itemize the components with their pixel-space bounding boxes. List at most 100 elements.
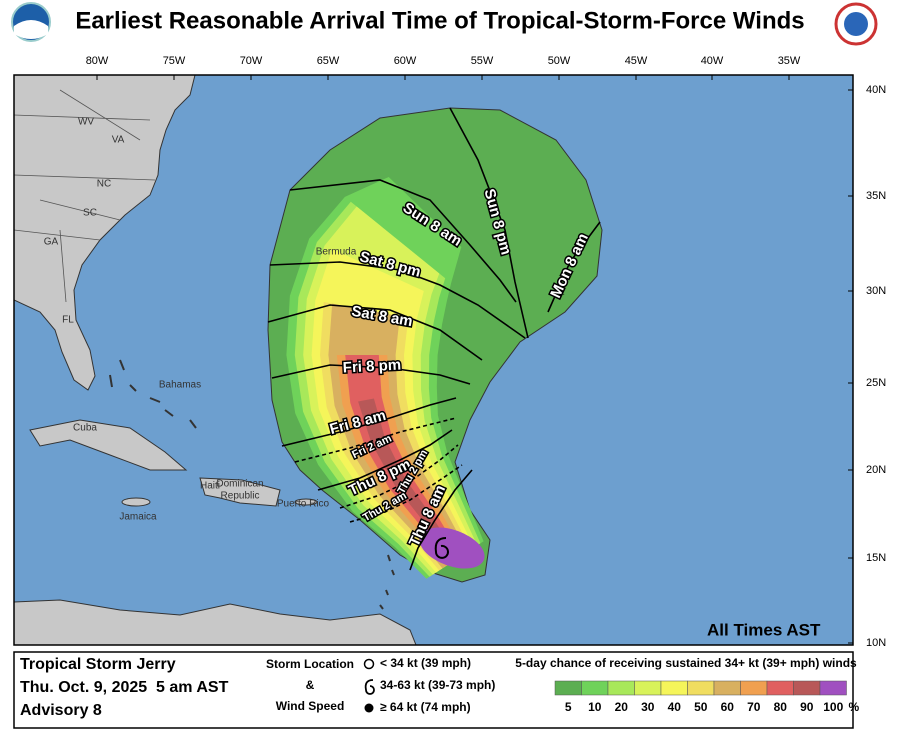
colorbar-swatch xyxy=(713,680,741,696)
jamaica xyxy=(121,497,151,507)
colorbar-swatch xyxy=(607,680,635,696)
place-label: Bermuda xyxy=(316,247,357,258)
hispaniola xyxy=(199,477,281,507)
swath-band xyxy=(358,398,459,563)
arrival-time-line xyxy=(271,364,471,385)
arrival-time-line xyxy=(349,464,463,523)
arrival-time-line xyxy=(294,417,457,463)
colorbar-label: 70 xyxy=(747,700,761,714)
place-label: Republic xyxy=(221,491,260,502)
colorbar-label: 60 xyxy=(721,700,735,714)
bahamas-islands xyxy=(109,359,197,429)
longitude-label: 50W xyxy=(548,55,571,67)
arrival-time-line xyxy=(289,179,517,303)
advisory: Advisory 8 xyxy=(20,702,102,719)
colorbar-swatch xyxy=(581,680,609,696)
longitude-label: 75W xyxy=(163,55,186,67)
arrival-time-line xyxy=(269,261,526,339)
symbol-label: ≥ 64 kt (74 mph) xyxy=(380,700,471,714)
place-label: VA xyxy=(112,135,125,146)
arrival-time-line xyxy=(409,469,473,571)
us-coast xyxy=(14,75,196,391)
arrival-time-line xyxy=(317,429,453,491)
place-label: NC xyxy=(97,179,111,190)
place-label: SC xyxy=(83,208,97,219)
arrival-time-line xyxy=(267,304,483,361)
symbol-label: 34-63 kt (39-73 mph) xyxy=(380,678,495,692)
longitude-label: 55W xyxy=(471,55,494,67)
colorbar-swatch xyxy=(819,680,847,696)
place-label: WV xyxy=(78,117,94,128)
longitude-label: 60W xyxy=(394,55,417,67)
map-border xyxy=(13,74,854,646)
place-label: FL xyxy=(62,315,74,326)
colorbar-label: 100 xyxy=(823,700,843,714)
latitude-label: 35N xyxy=(866,190,886,202)
colorbar-label: 80 xyxy=(774,700,788,714)
colorbar-swatch xyxy=(740,680,768,696)
colorbar-swatch xyxy=(554,680,582,696)
arrival-time-label: Fri 8 pm xyxy=(342,356,401,376)
symbol-label: < 34 kt (39 mph) xyxy=(380,656,471,670)
place-label: Jamaica xyxy=(119,512,157,523)
colorbar-label: 50 xyxy=(694,700,708,714)
time-note: All Times AST xyxy=(707,620,821,639)
colorbar-title: 5-day chance of receiving sustained 34+ … xyxy=(515,656,857,670)
longitude-label: 65W xyxy=(317,55,340,67)
colorbar-swatch xyxy=(793,680,821,696)
arrival-time-line xyxy=(339,444,459,509)
latitude-label: 10N xyxy=(866,637,886,649)
arrival-time-line xyxy=(281,397,457,447)
state-borders xyxy=(14,89,156,303)
colorbar-swatch xyxy=(660,680,688,696)
colorbar-label: 20 xyxy=(615,700,629,714)
place-label: Puerto Rico xyxy=(277,499,330,510)
colorbar-swatch xyxy=(634,680,662,696)
longitude-label: 40W xyxy=(701,55,724,67)
latitude-label: 20N xyxy=(866,464,886,476)
latitude-label: 25N xyxy=(866,377,886,389)
place-label: Cuba xyxy=(73,423,97,434)
colorbar-label: 40 xyxy=(668,700,682,714)
title: Earliest Reasonable Arrival Time of Trop… xyxy=(75,7,804,34)
arrival-time-line xyxy=(547,221,601,313)
storm-symbol xyxy=(434,537,449,559)
colorbar-label: 90 xyxy=(800,700,814,714)
place-label: Dominican xyxy=(216,479,263,490)
ampersand: & xyxy=(306,678,315,692)
colorbar-unit: % xyxy=(849,700,860,714)
place-label: Bahamas xyxy=(159,380,201,391)
south-america xyxy=(14,599,417,645)
longitude-label: 35W xyxy=(778,55,801,67)
colorbar-label: 10 xyxy=(588,700,602,714)
longitude-label: 70W xyxy=(240,55,263,67)
symbol-depression xyxy=(363,658,375,670)
colorbar-label: 5 xyxy=(565,700,572,714)
longitude-label: 45W xyxy=(625,55,648,67)
place-label: GA xyxy=(44,237,59,248)
symbol-storm xyxy=(364,679,375,695)
place-label: Haiti xyxy=(200,481,220,492)
arrival-time-line xyxy=(449,107,529,339)
noaa-logo-wave xyxy=(14,20,48,39)
cuba xyxy=(29,419,188,471)
issued: Thu. Oct. 9, 2025 5 am AST xyxy=(20,679,229,696)
latitude-label: 30N xyxy=(866,285,886,297)
colorbar-swatch xyxy=(687,680,715,696)
symbol-hurricane xyxy=(364,703,374,713)
latitude-label: 40N xyxy=(866,84,886,96)
colorbar-label: 30 xyxy=(641,700,655,714)
arrival-time-lines xyxy=(267,107,601,571)
swath-core xyxy=(419,527,485,569)
colorbar-swatch xyxy=(766,680,794,696)
puerto-rico xyxy=(294,498,318,506)
storm-name: Tropical Storm Jerry xyxy=(20,656,176,673)
wind-speed-label: Wind Speed xyxy=(276,699,345,713)
longitude-label: 80W xyxy=(86,55,109,67)
latitude-label: 15N xyxy=(866,552,886,564)
storm-location-label: Storm Location xyxy=(266,657,354,671)
nws-logo-center xyxy=(844,12,868,36)
